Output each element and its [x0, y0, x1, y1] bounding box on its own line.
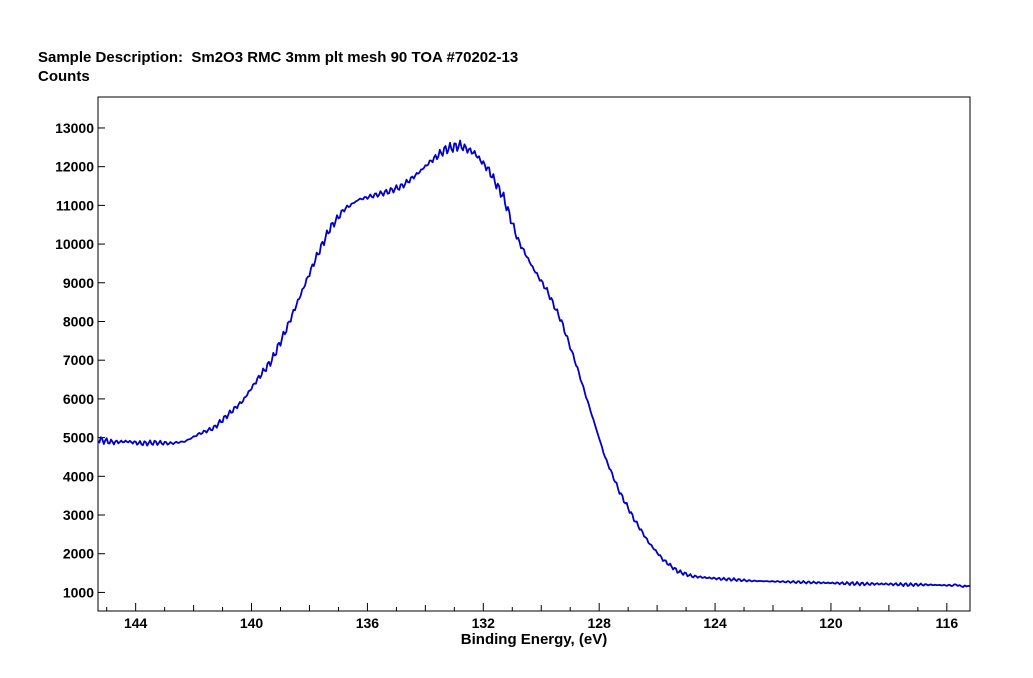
y-tick-label: 7000 — [63, 352, 94, 368]
x-axis: 144 140 136 132 128 124 120 116 — [106, 603, 959, 631]
y-tick-label: 6000 — [63, 391, 94, 407]
y-tick-label: 8000 — [63, 313, 94, 329]
x-axis-title: Binding Energy, (eV) — [461, 631, 607, 648]
y-axis: 1000 2000 3000 4000 5000 6000 7000 8000 9000 1000… — [55, 120, 105, 600]
y-tick-label: 5000 — [63, 430, 94, 446]
y-tick-label: 2000 — [63, 546, 94, 562]
plot-frame — [97, 96, 971, 612]
x-tick-label: 116 — [936, 615, 959, 631]
x-tick-label: 132 — [472, 615, 496, 631]
y-tick-label: 11000 — [56, 197, 94, 213]
x-tick-label: 128 — [588, 615, 612, 631]
x-tick-label: 140 — [240, 615, 264, 631]
y-axis-title: Counts — [38, 68, 90, 85]
x-tick-label: 120 — [819, 615, 843, 631]
y-tick-label: 4000 — [63, 468, 94, 484]
x-tick-label: 124 — [703, 615, 727, 631]
y-tick-label: 9000 — [63, 275, 94, 291]
y-tick-label: 10000 — [55, 236, 94, 252]
y-tick-label: 3000 — [63, 507, 94, 523]
x-tick-label: 144 — [124, 615, 148, 631]
y-tick-label: 1000 — [63, 584, 94, 600]
chart-title: Sample Description: Sm2O3 RMC 3mm plt me… — [38, 49, 519, 66]
y-tick-label: 12000 — [55, 159, 94, 175]
x-tick-label: 136 — [356, 615, 380, 631]
series-line — [97, 139, 971, 588]
y-tick-label: 13000 — [55, 120, 94, 136]
